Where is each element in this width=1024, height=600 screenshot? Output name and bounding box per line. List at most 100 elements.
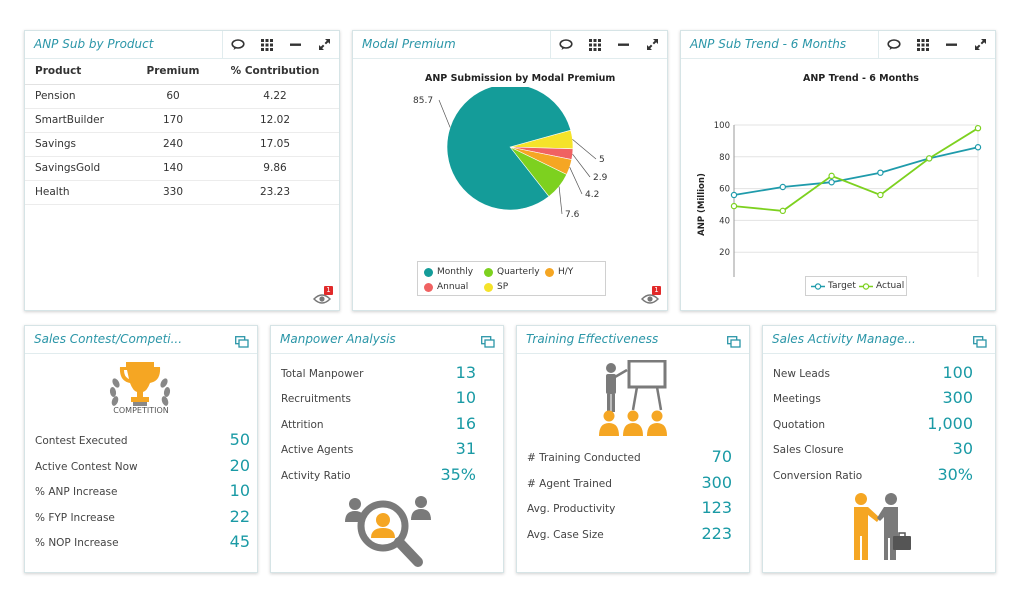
training-effectiveness-panel: Training Effectiveness bbox=[516, 325, 750, 573]
stat-value: 50 bbox=[229, 430, 250, 449]
legend-item-quarterly[interactable]: Quarterly bbox=[484, 267, 540, 277]
table-cell: Health bbox=[25, 180, 135, 205]
notification-badge: 1 bbox=[652, 286, 661, 295]
expand-icon[interactable] bbox=[638, 31, 667, 58]
legend-marker bbox=[859, 282, 873, 290]
grid-icon[interactable] bbox=[252, 31, 281, 58]
table-cell: SavingsGold bbox=[25, 156, 135, 181]
data-point-actual[interactable] bbox=[877, 191, 884, 199]
data-point-actual[interactable] bbox=[828, 172, 835, 180]
minimize-icon[interactable] bbox=[609, 31, 638, 58]
stat-label: % FYP Increase bbox=[35, 512, 115, 524]
stat-value: 13 bbox=[455, 363, 476, 382]
stat-row: Contest Executed 50 bbox=[35, 430, 250, 452]
table-row[interactable]: Savings 240 17.05 bbox=[25, 132, 339, 157]
data-point-target[interactable] bbox=[877, 169, 884, 176]
data-point-target[interactable] bbox=[779, 183, 787, 191]
copy-icon[interactable] bbox=[727, 333, 741, 352]
table-cell: 17.05 bbox=[211, 132, 339, 157]
eye-icon[interactable]: 1 bbox=[313, 286, 333, 306]
legend-item-actual[interactable]: Actual bbox=[859, 281, 904, 291]
minimize-icon[interactable] bbox=[281, 31, 310, 58]
stat-row: Avg. Productivity 123 bbox=[527, 498, 742, 520]
stat-label: Conversion Ratio bbox=[773, 470, 863, 482]
table-cell: 9.86 bbox=[211, 156, 339, 181]
table-cell: 12.02 bbox=[211, 108, 339, 133]
legend-item-sp[interactable]: SP bbox=[484, 282, 508, 292]
table-row[interactable]: SavingsGold 140 9.86 bbox=[25, 156, 339, 181]
data-label: 5 bbox=[599, 155, 605, 165]
stat-label: Avg. Case Size bbox=[527, 529, 604, 541]
series-line-actual[interactable] bbox=[733, 127, 979, 212]
copy-icon[interactable] bbox=[973, 333, 987, 352]
table-cell: 4.22 bbox=[211, 84, 339, 109]
y-tick-label: 80 bbox=[719, 153, 730, 163]
stat-row: Total Manpower 13 bbox=[281, 363, 496, 385]
expand-icon[interactable] bbox=[310, 31, 339, 58]
table-row[interactable]: Health 330 23.23 bbox=[25, 180, 339, 205]
trophy-icon bbox=[105, 359, 175, 419]
eye-icon[interactable]: 1 bbox=[641, 286, 661, 306]
panel-title: ANP Sub Trend - 6 Months bbox=[690, 37, 847, 51]
stat-label: Recruitments bbox=[281, 393, 351, 405]
data-point-actual[interactable] bbox=[974, 124, 982, 132]
table-row[interactable]: Pension 60 4.22 bbox=[25, 84, 339, 109]
stat-row: % FYP Increase 22 bbox=[35, 507, 250, 529]
legend-item-hy[interactable]: H/Y bbox=[545, 267, 573, 277]
table-cell: 140 bbox=[135, 156, 211, 181]
stat-row: Active Contest Now 20 bbox=[35, 456, 250, 478]
chart-title: ANP Submission by Modal Premium bbox=[425, 73, 616, 84]
stat-value: 300 bbox=[701, 473, 732, 492]
column-header: Product bbox=[25, 59, 135, 85]
grid-icon[interactable] bbox=[908, 31, 937, 58]
stat-row: Avg. Case Size 223 bbox=[527, 524, 742, 546]
panel-title: Manpower Analysis bbox=[280, 332, 396, 346]
stat-row: % NOP Increase 45 bbox=[35, 532, 250, 554]
chart-title: ANP Trend - 6 Months bbox=[803, 73, 919, 84]
comment-icon[interactable] bbox=[223, 31, 252, 58]
stat-value: 10 bbox=[455, 388, 476, 407]
table-row[interactable]: SmartBuilder 170 12.02 bbox=[25, 108, 339, 133]
pie-slice-monthly[interactable] bbox=[446, 87, 572, 211]
stat-label: Contest Executed bbox=[35, 435, 128, 447]
line-chart: 020406080100JanFebMarAprMayJunANP (Milli… bbox=[697, 121, 982, 277]
expand-icon[interactable] bbox=[966, 31, 995, 58]
anp-sub-trend-panel: ANP Sub Trend - 6 Months ANP Trend - 6 M… bbox=[680, 30, 996, 311]
copy-icon[interactable] bbox=[235, 333, 249, 352]
data-label-connector bbox=[558, 186, 563, 215]
column-header: % Contribution bbox=[211, 59, 339, 85]
stat-value: 16 bbox=[455, 414, 476, 433]
comment-icon[interactable] bbox=[879, 31, 908, 58]
stat-value: 35% bbox=[440, 465, 476, 484]
stat-row: Active Agents 31 bbox=[281, 439, 496, 461]
data-point-target[interactable] bbox=[974, 144, 982, 151]
data-point-actual[interactable] bbox=[779, 207, 787, 215]
stat-row: Meetings 300 bbox=[773, 388, 988, 410]
table-cell: Savings bbox=[25, 132, 135, 157]
data-point-target[interactable] bbox=[828, 179, 835, 186]
panel-header: ANP Sub by Product bbox=[25, 31, 339, 59]
panel-header: Training Effectiveness bbox=[517, 326, 749, 354]
stat-label: Avg. Productivity bbox=[527, 503, 616, 515]
panel-title: Sales Activity Manage... bbox=[772, 332, 916, 346]
data-point-actual[interactable] bbox=[925, 155, 933, 162]
minimize-icon[interactable] bbox=[937, 31, 966, 58]
stat-row: Quotation 1,000 bbox=[773, 414, 988, 436]
data-point-actual[interactable] bbox=[730, 202, 738, 210]
legend-marker bbox=[424, 267, 433, 277]
stat-label: Quotation bbox=[773, 419, 826, 431]
legend-item-monthly[interactable]: Monthly bbox=[424, 267, 473, 277]
grid-icon[interactable] bbox=[580, 31, 609, 58]
data-point-target[interactable] bbox=[730, 191, 738, 199]
handshake-icon bbox=[847, 492, 917, 564]
copy-icon[interactable] bbox=[481, 333, 495, 352]
series-line-target[interactable] bbox=[733, 146, 979, 196]
legend-item-annual[interactable]: Annual bbox=[424, 282, 468, 292]
stat-row: Sales Closure 30 bbox=[773, 439, 988, 461]
stat-label: Sales Closure bbox=[773, 444, 844, 456]
data-label: 4.2 bbox=[585, 190, 599, 200]
legend-item-target[interactable]: Target bbox=[811, 281, 856, 291]
stat-label: Active Agents bbox=[281, 444, 354, 456]
comment-icon[interactable] bbox=[551, 31, 580, 58]
panel-header: ANP Sub Trend - 6 Months bbox=[681, 31, 995, 59]
